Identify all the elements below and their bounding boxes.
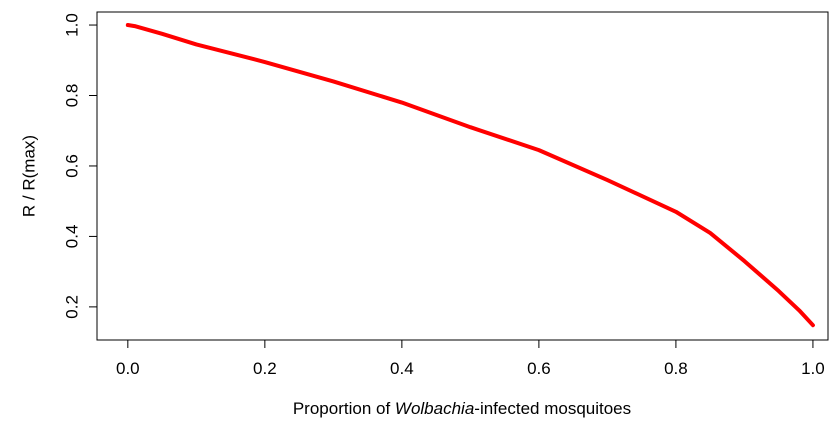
y-tick-label: 0.4 <box>62 225 81 249</box>
plot-frame <box>96 11 829 341</box>
x-label-part: Wolbachia <box>395 399 474 418</box>
y-tick-label: 0.2 <box>62 295 81 319</box>
y-tick-label: 1.0 <box>62 13 81 37</box>
x-tick-label: 0.2 <box>253 359 277 378</box>
y-axis-label: R / R(max) <box>19 135 38 217</box>
x-axis-label: Proportion of Wolbachia-infected mosquit… <box>293 399 631 418</box>
x-label-part: -infected mosquitoes <box>474 399 631 418</box>
x-tick-label: 0.8 <box>664 359 688 378</box>
x-tick-label: 0.6 <box>527 359 551 378</box>
x-tick-label: 0.4 <box>390 359 414 378</box>
x-label-part: Proportion of <box>293 399 395 418</box>
y-tick-label: 0.6 <box>62 154 81 178</box>
y-tick-label: 0.8 <box>62 84 81 108</box>
x-tick-label: 0.0 <box>116 359 140 378</box>
data-line <box>125 23 815 328</box>
x-tick-label: 1.0 <box>801 359 825 378</box>
